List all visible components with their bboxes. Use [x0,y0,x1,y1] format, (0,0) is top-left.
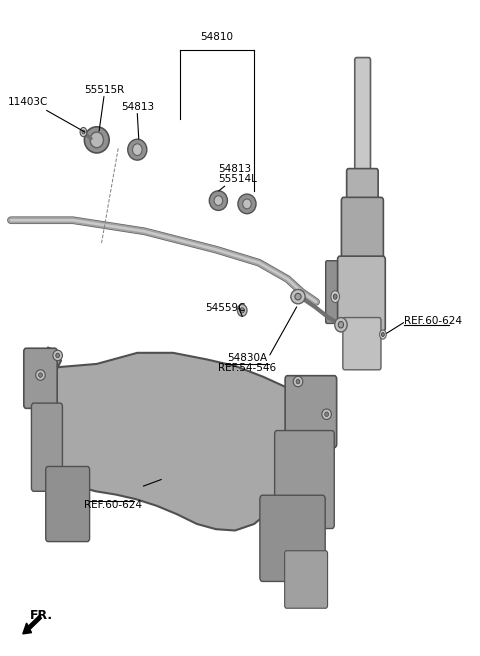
Ellipse shape [238,304,247,316]
Ellipse shape [380,330,386,339]
Text: 55514L: 55514L [218,174,257,184]
Ellipse shape [243,199,251,209]
Ellipse shape [209,191,228,211]
Ellipse shape [333,294,337,299]
FancyBboxPatch shape [31,403,62,491]
Ellipse shape [38,373,42,377]
FancyBboxPatch shape [341,197,384,269]
Ellipse shape [214,195,223,205]
FancyBboxPatch shape [285,551,327,608]
Ellipse shape [322,409,331,419]
Ellipse shape [82,130,85,134]
Ellipse shape [240,308,244,313]
Ellipse shape [338,321,344,328]
Ellipse shape [331,291,339,302]
FancyBboxPatch shape [275,430,334,529]
FancyBboxPatch shape [46,466,90,542]
FancyBboxPatch shape [285,376,336,447]
Text: FR.: FR. [30,609,53,622]
Text: 54559C: 54559C [205,303,246,313]
FancyBboxPatch shape [343,318,381,370]
Ellipse shape [324,412,328,417]
Ellipse shape [291,289,305,304]
FancyBboxPatch shape [347,169,378,210]
Ellipse shape [238,194,256,214]
Ellipse shape [296,379,300,384]
Text: REF.60-624: REF.60-624 [84,500,143,510]
FancyArrow shape [23,615,41,634]
FancyBboxPatch shape [260,495,325,581]
Ellipse shape [53,350,62,361]
FancyBboxPatch shape [325,260,347,323]
FancyBboxPatch shape [337,256,385,331]
Text: 54830A: 54830A [227,353,267,363]
Ellipse shape [90,132,104,148]
Ellipse shape [84,127,109,153]
Text: REF.54-546: REF.54-546 [218,363,276,373]
Ellipse shape [128,139,147,160]
Ellipse shape [56,353,60,358]
Text: 11403C: 11403C [7,97,48,107]
Ellipse shape [132,144,142,155]
FancyBboxPatch shape [355,58,371,180]
Text: 55515R: 55515R [84,85,124,96]
Ellipse shape [335,318,347,332]
Ellipse shape [80,127,87,136]
Ellipse shape [36,370,45,380]
Polygon shape [39,348,335,531]
Ellipse shape [293,377,303,387]
Text: 54813: 54813 [121,102,154,112]
Text: 54813: 54813 [218,165,252,174]
Text: REF.60-624: REF.60-624 [404,316,462,327]
Text: 54810: 54810 [201,32,233,42]
FancyBboxPatch shape [24,348,57,408]
Ellipse shape [382,333,384,337]
Ellipse shape [295,293,301,300]
